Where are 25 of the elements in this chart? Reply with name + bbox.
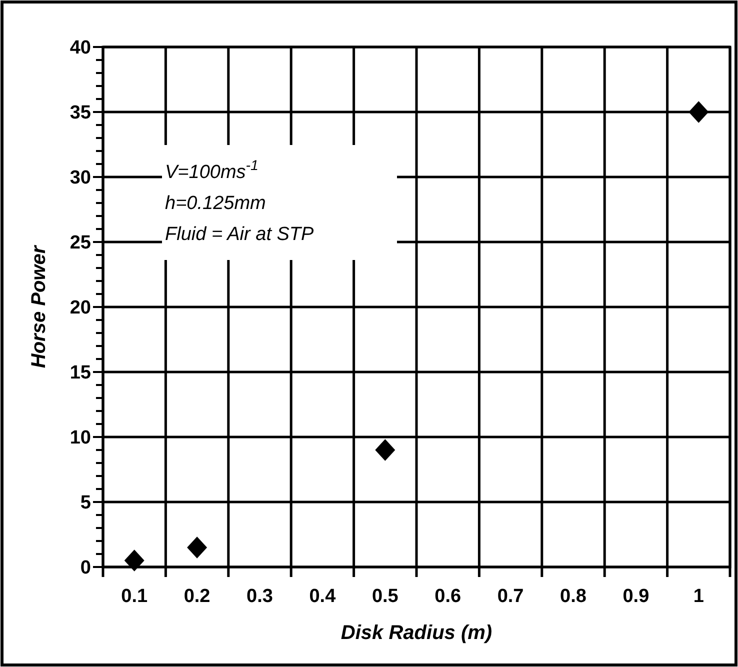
y-tick-label: 0	[80, 558, 91, 579]
annotation: V=100ms$^{-1}$	[165, 158, 258, 183]
y-tick-label: 10	[70, 428, 91, 449]
x-tick-label: 0.9	[622, 586, 650, 607]
x-tick-label: 1	[693, 586, 704, 607]
x-tick-label: 0.8	[560, 586, 586, 607]
y-tick-label: 30	[70, 168, 91, 189]
y-tick-label: 25	[70, 232, 92, 254]
annotation: Fluid = Air at STP	[165, 224, 314, 245]
y-tick-label: 15	[70, 362, 92, 384]
x-tick-label: 0.1	[121, 586, 148, 607]
x-tick-label: 0.5	[372, 586, 399, 607]
y-tick-label: 5	[80, 492, 92, 514]
x-tick-label: 0.4	[309, 586, 336, 607]
note-box: V=100ms$^{-1}$ h=0.125mm Fluid = Air at STP	[162, 145, 397, 260]
y-tick-label: 40	[70, 38, 91, 59]
y-axis-title: Horse Power	[28, 244, 50, 368]
y-tick-label: 35	[70, 102, 92, 124]
x-tick-label: 0.7	[497, 586, 524, 607]
x-axis-title: Disk Radius (m)	[340, 622, 492, 644]
x-tick-label: 0.6	[434, 586, 462, 607]
y-tick-label: 20	[70, 298, 91, 319]
x-tick-label: 0.3	[246, 586, 273, 607]
annotation: h=0.125mm	[165, 193, 266, 214]
x-tick-label: 0.2	[184, 586, 210, 607]
